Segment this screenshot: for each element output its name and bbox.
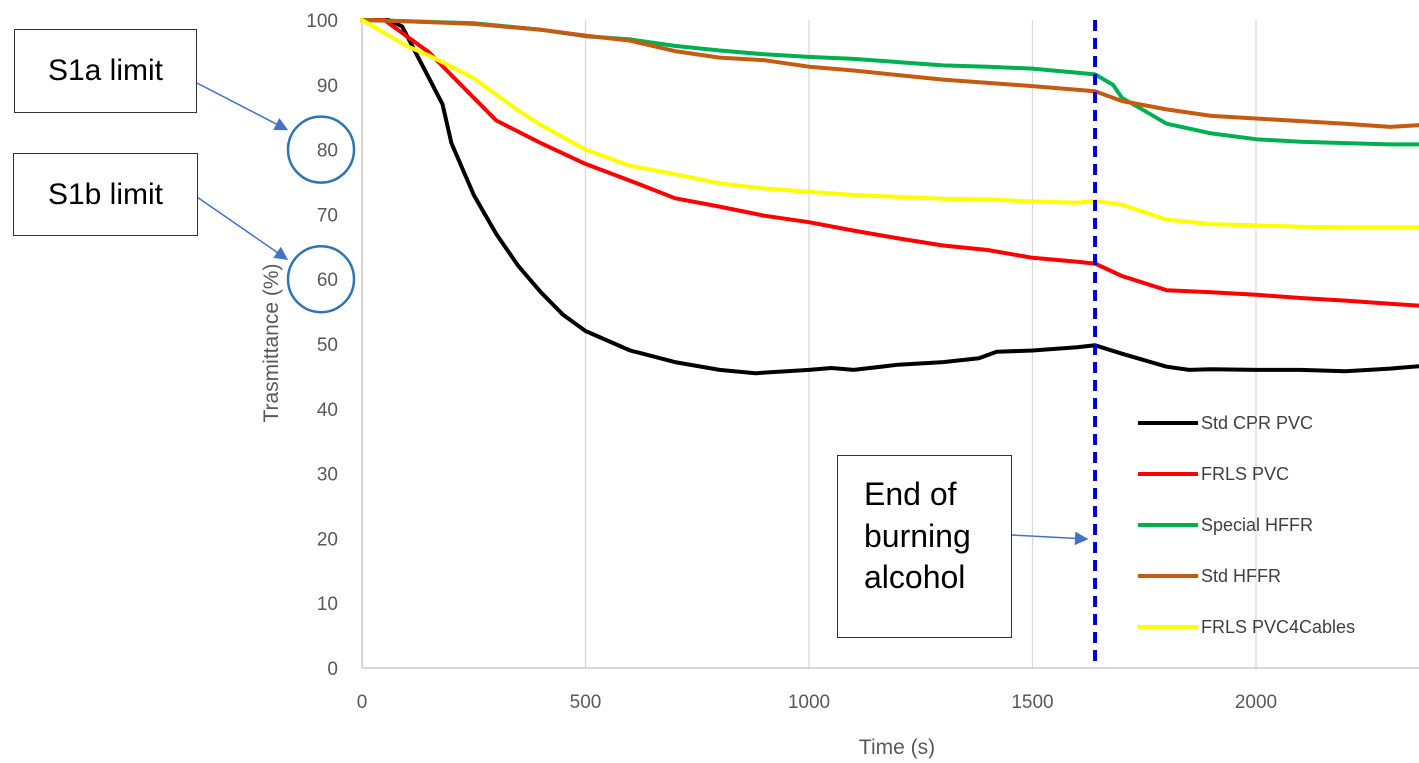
y-tick-label: 0 (327, 659, 338, 680)
legend-label: FRLS PVC4Cables (1201, 617, 1355, 637)
legend-label: Special HFFR (1201, 515, 1313, 535)
annotation-line: burning (864, 517, 971, 554)
y-tick-label: 80 (317, 141, 338, 162)
s1a-limit-callout: S1a limit (14, 29, 197, 113)
y-tick-label: 70 (317, 205, 338, 226)
legend-label: Std HFFR (1201, 566, 1281, 586)
gridlines (584, 20, 1257, 668)
x-tick-label: 500 (570, 692, 602, 713)
x-axis-title: Time (s) (859, 736, 935, 759)
y-axis-title: Trasmittance (%) (260, 263, 283, 422)
x-tick-label: 1500 (1011, 692, 1053, 713)
legend-label: FRLS PVC (1201, 464, 1289, 484)
limit-arrow (196, 82, 289, 131)
series-lines (360, 18, 1419, 376)
s1b-limit-callout: S1b limit (13, 153, 198, 236)
limit-circle (286, 115, 356, 184)
limit-markers (196, 82, 356, 314)
end-of-burning-callout: End of burning alcohol (837, 455, 1012, 638)
event-marker (1011, 20, 1098, 668)
y-tick-label: 60 (317, 270, 338, 291)
legend-label: Std CPR PVC (1201, 413, 1313, 433)
y-tick-label: 30 (317, 465, 338, 486)
limit-circle (286, 244, 356, 314)
x-tick-label: 2000 (1235, 692, 1277, 713)
axes (361, 20, 1419, 669)
series-line-std-hffr (360, 18, 1419, 129)
y-tick-label: 20 (317, 529, 338, 550)
y-tick-label: 100 (306, 11, 338, 32)
y-tick-label: 40 (317, 400, 338, 421)
series-line-std-cpr-pvc (360, 18, 1419, 376)
end-of-burning-arrow (1011, 531, 1089, 546)
x-tick-label: 0 (357, 692, 368, 713)
series-line-special-hffr (360, 18, 1419, 147)
series-line-frls-pvc4cables (360, 18, 1419, 230)
limit-arrow (196, 196, 289, 260)
y-tick-label: 90 (317, 76, 338, 97)
annotation-line: alcohol (864, 559, 966, 596)
series-line-frls-pvc (360, 18, 1419, 308)
x-tick-label: 1000 (788, 692, 830, 713)
y-tick-label: 50 (317, 335, 338, 356)
legend: Std CPR PVC FRLS PVC Special HFFR Std HFFR F… (1138, 413, 1355, 637)
annotation-line: End of (864, 476, 957, 512)
y-tick-label: 10 (317, 594, 338, 615)
tick-labels: 0 500 1000 1500 2000 0 10 20 30 40 50 60 70 80 90 100 (306, 11, 1277, 713)
